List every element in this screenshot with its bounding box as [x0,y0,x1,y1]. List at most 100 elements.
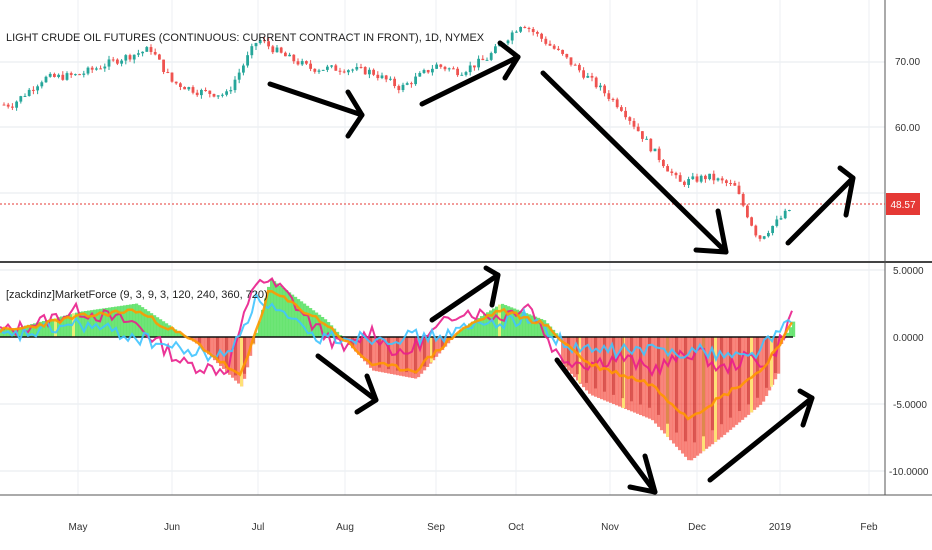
candle-up [233,76,237,93]
candle-down [733,180,737,186]
candle-down [527,26,531,33]
candle-up [48,72,52,78]
candle-down [523,25,527,29]
fill-bar-negative [378,337,382,372]
candle-down [372,68,375,77]
fill-bar-negative [732,337,736,428]
fill-bar-negative [246,337,250,368]
fill-bar-negative [645,337,649,418]
marketforce-series-line [0,290,793,363]
fill-bar-dark [720,337,723,425]
candle-up [15,100,18,111]
candle-up [250,43,254,59]
candle-down [158,53,161,60]
fill-bar-negative [768,337,772,391]
fill-bar-positive [75,312,79,337]
indicator-tick-0: 0.0000 [893,333,924,344]
candle-up [65,71,69,81]
price-tick-60: 60.00 [895,123,920,134]
fill-bar-negative [657,337,661,427]
candle-up [779,215,783,221]
fill-bar-positive [51,318,55,337]
arrow-ind-up-1 [429,272,501,323]
candle-down [170,72,174,83]
fill-bar-positive [96,309,100,337]
price-tick-70: 70.00 [895,57,920,68]
candle-down [313,68,317,74]
fill-bar-negative [216,337,220,364]
fill-bar-negative [669,337,673,441]
candle-down [162,59,165,75]
fill-bar-dark [567,337,570,366]
candle-down [758,235,762,242]
fill-bar-negative [225,337,229,372]
candle-up [489,51,493,62]
candle-down [342,69,346,74]
fill-bar-dark [747,337,750,405]
fill-bar-positive [339,335,343,337]
candle-down [754,224,758,238]
arrow-ind-down-2 [554,357,658,495]
fill-bar-negative [357,337,361,355]
fill-bar-dark [198,337,201,345]
fill-bar-dark [585,337,588,383]
fill-bar-negative [651,337,655,421]
candle-down [263,36,266,44]
candle-up [762,235,766,240]
fill-bar-negative [402,337,406,377]
candle-up [225,89,228,97]
fill-bar-negative [777,337,781,374]
fill-bar-dark [243,337,246,374]
candle-down [620,105,623,112]
fill-bar-negative [663,337,667,434]
fill-bar-dark [369,337,372,365]
fill-bar-negative [687,337,691,461]
fill-bar-negative [681,337,685,454]
fill-bar-highlight [54,317,57,337]
arrow-ind-down-2-head [627,453,658,495]
fill-bar-negative [624,337,628,409]
candle-down [99,65,102,70]
fill-bar-positive [531,315,535,337]
candle-up [687,176,690,188]
candle-down [111,56,115,62]
candle-down [725,179,728,187]
candle-up [326,64,329,73]
candle-up [506,39,510,46]
candle-up [380,72,384,80]
fill-bar-highlight [72,313,75,337]
fill-bar-positive [525,313,529,337]
candle-up [414,72,417,86]
candle-down [296,58,300,66]
candle-down [153,48,157,56]
fill-bar-positive [459,329,463,337]
fill-bar-negative [708,337,712,447]
fill-bar-positive [93,309,97,337]
candle-down [11,103,14,111]
candle-up [40,80,44,89]
arrow-price-down-2-head [693,208,729,255]
fill-bar-negative [639,337,643,416]
time-label-2019: 2019 [769,522,792,533]
candle-down [410,81,413,88]
fill-bar-negative [201,337,205,349]
candle-down [737,181,741,195]
indicator-tick-5: 5.0000 [893,266,924,277]
fill-bar-highlight [622,337,625,409]
fill-bar-positive [516,309,520,337]
candle-down [208,90,212,98]
fill-bar-negative [411,337,415,379]
fill-bar-negative [408,337,412,378]
fill-bar-dark [603,337,606,392]
fill-bar-negative [195,337,199,344]
fill-bar-negative [672,337,676,444]
fill-bar-positive [138,305,142,337]
fill-bar-dark [387,337,390,370]
candle-down [594,76,598,89]
arrow-ind-down-1 [315,353,379,403]
fill-bar-negative [396,337,400,376]
fill-bar-positive [135,303,139,337]
fill-bar-highlight [770,337,773,387]
candle-up [237,68,241,84]
